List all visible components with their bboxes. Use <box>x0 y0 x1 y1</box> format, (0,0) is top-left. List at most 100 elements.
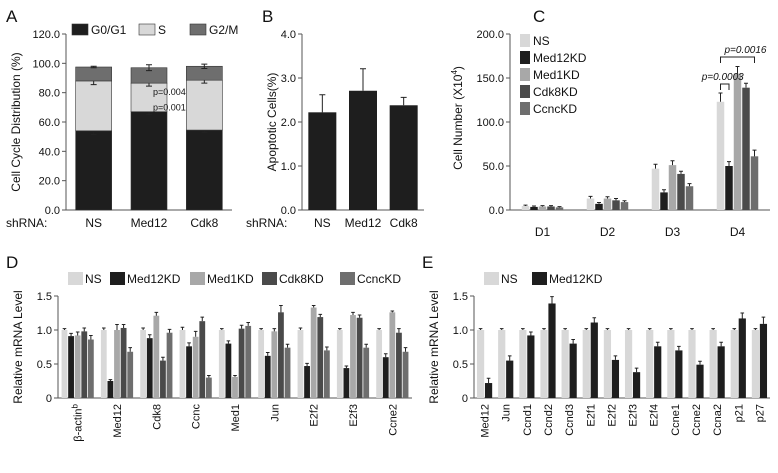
error-bar-c <box>718 92 723 102</box>
panel-label-c: C <box>533 7 545 26</box>
error-bar-c <box>679 170 683 174</box>
bar-d-cdk8kd-6 <box>317 317 324 398</box>
bar-e-med12kd-12 <box>738 318 746 398</box>
error-bar-d <box>311 305 316 308</box>
bar-d-cdk8kd-1 <box>120 327 127 398</box>
error-bar-d <box>351 311 355 316</box>
bar-c-med12kd-d3 <box>660 192 668 210</box>
error-bar-d <box>325 346 329 351</box>
x-tick-label-a-ns: NS <box>85 216 102 230</box>
error-bar-d <box>161 356 165 361</box>
legend-label-a: G2/M <box>209 23 238 37</box>
error-bar-d <box>403 347 408 352</box>
bar-c-med12kd-d1 <box>530 206 538 210</box>
legend-label-d: Med1KD <box>207 272 254 286</box>
legend-label-c: NS <box>533 34 550 48</box>
x-tick-label-c-d3: D3 <box>665 225 681 239</box>
bar-e-med12kd-8 <box>654 346 662 398</box>
error-bar-a <box>146 111 152 116</box>
legend-swatch-a <box>189 23 207 36</box>
error-bar-c <box>662 189 666 193</box>
legend-swatch-e <box>532 272 547 285</box>
error-bar-d <box>193 330 198 337</box>
bar-d-ccnckd-3 <box>205 377 212 398</box>
bar-d-ccnckd-8 <box>402 351 409 398</box>
annotation-c-p2: p=0.0016 <box>724 45 767 56</box>
panel-e-y-tick-label: 1.0 <box>453 325 468 337</box>
error-bar-e <box>592 317 597 323</box>
bar-e-ns-2 <box>519 330 527 398</box>
error-bar-d <box>180 326 185 330</box>
error-bar-d <box>128 347 132 352</box>
error-bar-a <box>90 130 97 135</box>
error-bar-e <box>529 331 533 336</box>
error-bar-c <box>653 163 658 169</box>
bar-c-med1kd-d4 <box>733 73 742 210</box>
bar-d-ccnckd-6 <box>323 350 330 398</box>
bar-d-med1kd-3 <box>192 336 199 398</box>
bar-d-cdk8kd-8 <box>396 332 402 398</box>
error-bar-b <box>319 94 326 113</box>
x-tick-label-e-1: Jun <box>501 404 513 422</box>
bar-d-med1kd-6 <box>310 307 317 398</box>
error-bar-c <box>540 205 545 207</box>
bar-c-ns-d3 <box>651 168 660 210</box>
error-bar-e <box>563 328 567 330</box>
y-axis-label-c: Cell Number (X104) <box>450 66 465 170</box>
error-bar-e <box>486 377 491 384</box>
bar-e-ns-0 <box>476 330 485 398</box>
error-bar-e <box>634 367 639 373</box>
bar-d-cdk8kd-7 <box>356 317 363 398</box>
bar-c-ccnckd-d4 <box>750 156 759 210</box>
error-bar-a <box>201 80 208 84</box>
x-tick-label-c-d2: D2 <box>600 225 616 239</box>
bar-e-med12kd-4 <box>569 343 577 398</box>
panel-c-y-tick-label: 100.0 <box>476 117 504 129</box>
error-bar-e <box>542 328 546 330</box>
bar-e-med12kd-2 <box>527 335 535 398</box>
x-axis-label-b: shRNA: <box>246 216 287 230</box>
error-bar-e <box>740 312 745 319</box>
x-tick-label-e-7: E2f3 <box>628 404 640 427</box>
legend-swatch-c <box>520 102 530 115</box>
error-bar-c <box>735 66 740 74</box>
x-tick-label-c-d1: D1 <box>535 225 551 239</box>
bar-d-ns-1 <box>100 330 107 398</box>
bar-b-ns <box>308 112 337 210</box>
panel-a-y-tick-label: 100.0 <box>32 58 60 70</box>
error-bar-c <box>744 82 748 88</box>
bar-c-med1kd-d3 <box>668 165 677 210</box>
error-bar-e <box>478 328 483 330</box>
panel-a-y-tick-label: 120.0 <box>32 29 60 41</box>
bar-e-med12kd-1 <box>506 360 514 398</box>
error-bar-c <box>752 149 757 157</box>
bar-c-cdk8kd-d3 <box>677 173 685 210</box>
bar-c-ccnckd-d3 <box>685 186 694 210</box>
bar-e-ns-11 <box>709 330 717 398</box>
error-bar-a <box>146 83 152 87</box>
bar-b-cdk8 <box>389 105 418 210</box>
error-bar-e <box>605 328 610 330</box>
error-bar-c <box>588 195 593 199</box>
legend-swatch-c <box>520 34 530 47</box>
bar-e-ns-5 <box>582 330 590 398</box>
legend-swatch-d <box>340 272 355 285</box>
error-bar-c <box>614 198 618 201</box>
legend-label-a: G0/G1 <box>91 23 127 37</box>
bar-e-med12kd-7 <box>632 372 641 398</box>
error-bar-e <box>669 328 673 330</box>
bar-c-cdk8kd-d2 <box>612 200 620 210</box>
x-tick-label-b-med12: Med12 <box>345 216 382 230</box>
panel-c: C 0.0 50.0 100.0 150.0 200.0 D1 D2 D3 D4 Cell Num… <box>450 7 770 239</box>
error-bar-d <box>187 342 191 347</box>
bar-e-med12kd-13 <box>759 323 768 398</box>
error-bar-d <box>285 343 290 348</box>
error-bar-d <box>89 334 93 340</box>
error-bar-c <box>597 202 601 204</box>
y-axis-label-e: Relative mRNA Level <box>427 290 441 403</box>
error-bar-d <box>200 316 205 322</box>
legend-label-d: Med12KD <box>127 272 181 286</box>
bar-e-ns-10 <box>688 330 696 398</box>
bar-d-ns-5 <box>258 330 265 398</box>
bar-c-cdk8kd-d1 <box>547 206 555 210</box>
